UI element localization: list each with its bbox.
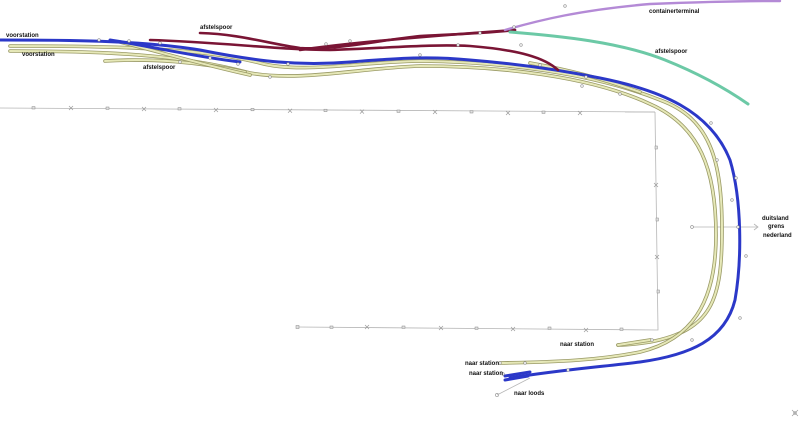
label-grens: grens [768, 224, 785, 230]
label-naar-station-1: naar station [560, 342, 594, 348]
main-line [0, 38, 742, 382]
label-containerterminal: containerterminal [649, 9, 700, 15]
label-duitsland: duitsland [762, 216, 789, 222]
label-naar-station-3: naar station [469, 371, 503, 377]
border-line-end [690, 225, 694, 229]
green-line [508, 30, 750, 106]
label-afstelspoor-top: afstelspoor [200, 25, 233, 31]
track-nodes [97, 4, 797, 415]
label-voorstation-mid: voorstation [22, 52, 55, 58]
siding-track [148, 28, 560, 72]
thin-track-markers [31, 105, 660, 333]
label-voorstation-top: voorstation [6, 33, 39, 39]
container-line [503, 0, 782, 32]
label-afstelspoor-right: afstelspoor [655, 49, 688, 55]
loods-branch [496, 377, 531, 396]
label-nederland: nederland [763, 233, 792, 239]
loods-marker [791, 409, 799, 417]
label-naar-station-2: naar station [465, 361, 499, 367]
label-afstelspoor-left: afstelspoor [143, 65, 176, 71]
thin-track-upper [0, 107, 656, 113]
thin-track-loop [297, 111, 659, 331]
label-naar-loods: naar loods [514, 391, 545, 397]
yellow-tracks [8, 40, 724, 365]
border-arrow [753, 223, 759, 231]
